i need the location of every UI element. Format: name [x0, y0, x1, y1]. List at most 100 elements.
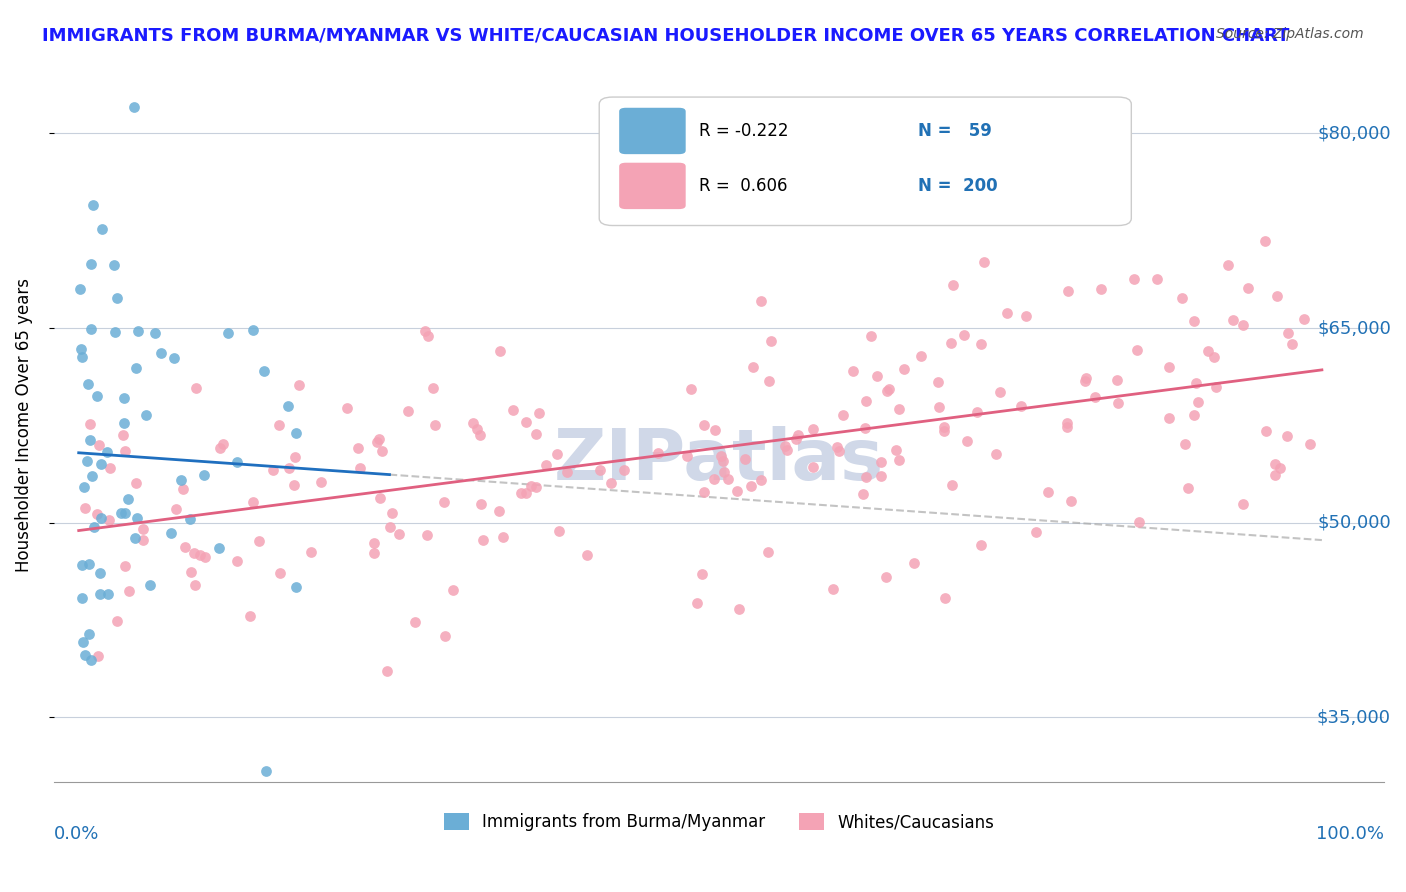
- Point: [740, 479, 762, 493]
- Point: [1222, 313, 1244, 327]
- Text: 100.0%: 100.0%: [1316, 825, 1384, 843]
- Point: [866, 368, 889, 383]
- Point: [125, 361, 148, 376]
- Point: [80, 257, 103, 271]
- Point: [73, 480, 96, 494]
- Point: [89, 566, 111, 580]
- Point: [973, 255, 995, 269]
- Point: [1264, 467, 1286, 482]
- Point: [855, 470, 877, 484]
- Point: [117, 491, 139, 506]
- Point: [125, 510, 148, 524]
- Point: [252, 364, 274, 378]
- Point: [396, 404, 419, 418]
- Point: [1159, 359, 1181, 374]
- Point: [932, 419, 955, 434]
- Point: [73, 501, 96, 516]
- Point: [801, 422, 824, 436]
- Point: [346, 441, 368, 455]
- Point: [758, 374, 780, 388]
- Point: [589, 462, 612, 476]
- Point: [110, 506, 132, 520]
- Point: [679, 382, 702, 396]
- Point: [941, 336, 963, 351]
- Point: [118, 583, 141, 598]
- Point: [519, 479, 541, 493]
- Point: [124, 852, 146, 866]
- Point: [884, 443, 907, 458]
- Point: [489, 343, 512, 358]
- Point: [70, 558, 93, 573]
- Point: [371, 444, 394, 458]
- Point: [613, 463, 636, 477]
- Point: [776, 443, 799, 458]
- Point: [183, 546, 205, 560]
- Point: [870, 455, 893, 469]
- Point: [1265, 288, 1288, 302]
- Point: [1218, 259, 1240, 273]
- Point: [83, 520, 105, 534]
- Point: [285, 426, 308, 441]
- Point: [995, 306, 1018, 320]
- Point: [1170, 291, 1192, 305]
- Point: [852, 487, 875, 501]
- Point: [869, 469, 891, 483]
- Point: [368, 491, 391, 506]
- Point: [82, 198, 104, 212]
- Point: [366, 435, 388, 450]
- Point: [194, 549, 217, 564]
- Point: [388, 527, 411, 541]
- Point: [759, 334, 782, 348]
- Point: [1056, 416, 1078, 430]
- Point: [853, 421, 876, 435]
- Text: $65,000: $65,000: [1317, 319, 1391, 337]
- Point: [1060, 493, 1083, 508]
- Text: N =  200: N = 200: [918, 178, 998, 195]
- Point: [1205, 380, 1227, 394]
- Point: [686, 596, 709, 610]
- Point: [212, 437, 235, 451]
- Point: [876, 384, 898, 399]
- Text: $35,000: $35,000: [1317, 708, 1391, 726]
- Point: [284, 450, 307, 464]
- Point: [647, 445, 669, 459]
- Point: [239, 608, 262, 623]
- Point: [86, 507, 108, 521]
- Point: [404, 615, 426, 630]
- Point: [124, 100, 146, 114]
- Point: [1056, 420, 1078, 434]
- Point: [786, 428, 808, 442]
- Point: [1038, 484, 1060, 499]
- Point: [711, 454, 734, 468]
- Point: [970, 337, 993, 351]
- Point: [127, 324, 149, 338]
- Point: [378, 520, 401, 534]
- Point: [75, 648, 97, 662]
- Point: [114, 558, 136, 573]
- Point: [433, 629, 456, 643]
- Point: [1010, 400, 1032, 414]
- Point: [193, 467, 215, 482]
- Point: [76, 454, 98, 468]
- Point: [941, 478, 963, 492]
- Point: [77, 557, 100, 571]
- Point: [825, 440, 848, 454]
- Point: [889, 402, 911, 417]
- Point: [576, 549, 599, 563]
- Point: [311, 475, 333, 490]
- Point: [692, 417, 714, 432]
- Text: $80,000: $80,000: [1317, 124, 1391, 143]
- Point: [821, 582, 844, 596]
- Point: [1197, 344, 1219, 359]
- Point: [132, 522, 155, 536]
- Point: [1084, 390, 1107, 404]
- Point: [785, 432, 807, 446]
- Point: [225, 554, 247, 568]
- Point: [524, 426, 547, 441]
- Text: 0.0%: 0.0%: [53, 825, 100, 843]
- Point: [112, 417, 135, 431]
- Point: [1292, 312, 1315, 326]
- Point: [728, 602, 751, 616]
- Point: [79, 433, 101, 447]
- Point: [422, 381, 444, 395]
